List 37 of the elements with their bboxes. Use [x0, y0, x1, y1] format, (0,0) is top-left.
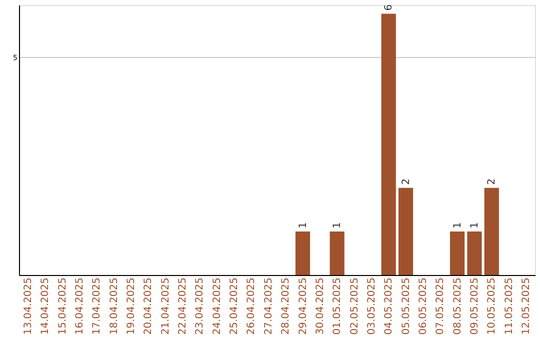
x-tick-label: 08.05.2025 [452, 278, 464, 335]
x-tick-label: 22.04.2025 [178, 278, 189, 335]
x-tick-label: 30.04.2025 [314, 278, 326, 335]
x-tick-label: 05.05.2025 [400, 278, 412, 335]
x-tick-label: 17.04.2025 [92, 278, 103, 335]
x-tick-label: 20.04.2025 [143, 278, 154, 335]
x-tick-label: 14.04.2025 [40, 278, 52, 335]
x-tick-label: 15.04.2025 [57, 278, 68, 335]
x-tick-label: 24.04.2025 [212, 278, 223, 335]
x-tick-label: 03.05.2025 [366, 278, 378, 335]
data-label: 6 [384, 4, 395, 11]
x-tick-label: 25.04.2025 [229, 278, 240, 335]
x-tick-label: 19.04.2025 [126, 278, 138, 335]
x-tick-label: 23.04.2025 [194, 278, 206, 335]
x-tick-label: 13.04.2025 [23, 278, 34, 335]
x-tick-label: 11.05.2025 [504, 278, 515, 335]
data-label: 1 [452, 222, 464, 228]
data-label: 1 [298, 222, 309, 228]
x-tick-label: 21.04.2025 [160, 278, 172, 335]
x-tick-label: 27.04.2025 [263, 278, 274, 335]
x-tick-label: 10.05.2025 [486, 278, 498, 335]
x-tick-label: 12.05.2025 [520, 278, 532, 335]
x-tick-label: 06.05.2025 [418, 278, 429, 335]
x-tick-label: 07.05.2025 [435, 278, 446, 335]
x-tick-label: 18.04.2025 [108, 278, 120, 335]
data-label: 1 [332, 222, 344, 228]
x-tick-label: 09.05.2025 [469, 278, 480, 335]
x-tick-label: 04.05.2025 [384, 278, 395, 335]
data-label: 2 [400, 178, 412, 185]
x-tick-label: 16.04.2025 [74, 278, 86, 335]
x-tick-label: 28.04.2025 [280, 278, 292, 335]
x-tick-label: 01.05.2025 [332, 278, 344, 335]
data-label: 2 [486, 178, 498, 185]
x-tick-label: 02.05.2025 [349, 278, 360, 335]
x-tick-label: 26.04.2025 [246, 278, 258, 335]
data-label: 1 [469, 222, 480, 228]
x-tick-label: 29.04.2025 [298, 278, 309, 335]
